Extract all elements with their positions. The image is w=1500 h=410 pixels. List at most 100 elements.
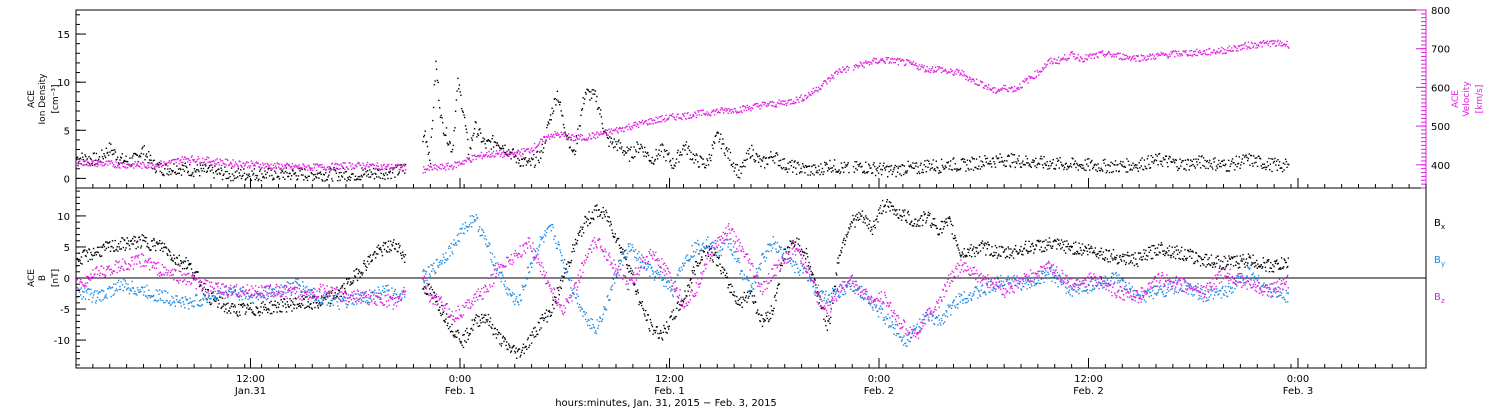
density-series-point (740, 172, 742, 174)
velocity-series-point (550, 133, 552, 136)
density-series-point (535, 156, 537, 159)
bx-series-point (1112, 249, 1115, 251)
density-series-point (500, 148, 502, 150)
bx-series-point (1238, 263, 1240, 265)
bx-series-point (1131, 254, 1133, 256)
velocity-series-point (766, 105, 768, 108)
velocity-series-point (559, 136, 561, 138)
density-series-point (969, 159, 971, 162)
bx-series-point (220, 307, 222, 309)
bx-series-point (524, 346, 526, 349)
density-series-point (448, 140, 451, 143)
bx-series-point (398, 243, 400, 245)
velocity-series-point (227, 164, 230, 167)
velocity-series-point (527, 148, 530, 150)
bx-series-point (283, 298, 286, 300)
density-series-point (806, 165, 808, 168)
density-series-point (1253, 162, 1256, 164)
velocity-series-point (287, 164, 290, 167)
bx-series-point (246, 307, 248, 309)
velocity-series-point (752, 104, 754, 106)
bx-series-point (1253, 266, 1256, 268)
density-series-point (824, 161, 826, 164)
density-series-point (125, 155, 127, 157)
density-series-point (981, 166, 983, 168)
bx-series-point (879, 207, 881, 209)
bx-series-point (275, 306, 278, 309)
velocity-series-point (479, 154, 481, 156)
bx-series-point (872, 225, 874, 228)
bx-series-point (869, 220, 871, 222)
bx-series-point (662, 331, 664, 333)
velocity-series-point (429, 165, 432, 168)
density-series-point (183, 170, 186, 172)
bx-series-point (729, 291, 731, 294)
velocity-series-point (280, 167, 282, 170)
density-series-point (565, 135, 568, 137)
velocity-series-point (165, 163, 167, 165)
bx-series-point (470, 327, 473, 330)
bx-series-point (669, 316, 671, 319)
bx-series-point (182, 262, 185, 264)
density-series-point (755, 152, 757, 155)
velocity-series-point (1279, 40, 1281, 42)
velocity-series-point (426, 169, 428, 171)
velocity-series-point (617, 132, 619, 134)
density-series-point (1158, 153, 1160, 155)
velocity-series-point (761, 105, 763, 107)
density-series-point (270, 169, 272, 171)
bx-series-point (879, 204, 882, 207)
density-series-point (726, 150, 729, 152)
bx-series-point (627, 264, 629, 267)
density-series-point (962, 158, 964, 160)
velocity-series-point (1024, 78, 1026, 80)
density-series-point (757, 155, 759, 158)
density-series-point (694, 154, 696, 157)
bx-series-point (503, 337, 506, 339)
bx-series-point (1252, 254, 1254, 256)
density-series-point (1192, 163, 1194, 166)
velocity-series-point (485, 154, 487, 156)
velocity-series-point (461, 163, 464, 165)
density-series-point (379, 177, 382, 179)
velocity-series-point (1084, 58, 1086, 60)
density-series-point (924, 160, 926, 162)
bx-series-point (697, 265, 700, 267)
density-series-point (1054, 168, 1057, 170)
density-series-point (1055, 164, 1057, 166)
density-series-point (1200, 155, 1202, 158)
velocity-series-point (111, 162, 114, 164)
velocity-series-point (631, 127, 634, 129)
velocity-series-point (169, 162, 171, 165)
bx-series-point (1260, 264, 1262, 266)
density-series-point (629, 149, 631, 151)
bx-series-point (759, 320, 762, 323)
density-series-point (1287, 163, 1289, 165)
density-series-point (1149, 167, 1152, 169)
velocity-series-point (387, 165, 389, 168)
velocity-series-point (354, 165, 357, 167)
velocity-series-point (125, 167, 127, 169)
velocity-series-point (311, 167, 313, 169)
density-series-point (621, 146, 623, 148)
velocity-series-point (140, 163, 142, 165)
velocity-series-point (696, 114, 698, 116)
velocity-series-point (457, 161, 459, 163)
bx-series-point (584, 216, 587, 218)
velocity-series-point (439, 163, 442, 166)
by-series-point (113, 283, 115, 285)
velocity-series-point (297, 167, 299, 169)
density-series-point (757, 161, 760, 163)
velocity-series-point (145, 167, 148, 169)
density-series-point (1217, 163, 1219, 166)
density-series-point (1206, 161, 1208, 163)
by-series-point (83, 291, 85, 293)
bx-series-point (533, 336, 535, 338)
bx-series-point (362, 262, 365, 265)
bx-series-point (626, 264, 628, 266)
velocity-series-point (341, 165, 343, 167)
density-series-point (447, 144, 449, 146)
density-series-point (852, 165, 855, 168)
by-series-point (96, 296, 99, 299)
bx-series-point (734, 295, 736, 297)
